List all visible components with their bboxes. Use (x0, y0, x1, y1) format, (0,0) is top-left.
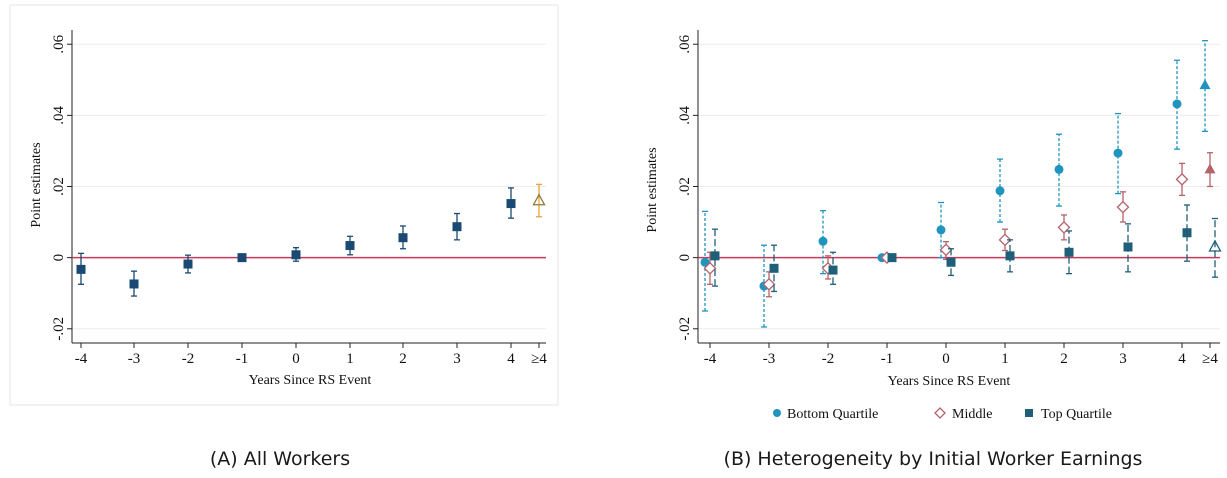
top-quartile-point (769, 263, 779, 273)
chart-a: -.02 0 .02 .04 .06 -4 -3 -2 -1 0 1 2 3 4 ≥4 Years Sinc… (9, 4, 559, 406)
bottom-quartile-point (1054, 164, 1064, 174)
all-workers-point (183, 259, 193, 269)
all-workers-point (237, 253, 247, 263)
middle-point (939, 243, 953, 257)
bottom-quartile-point (700, 257, 710, 267)
middle-point (1204, 163, 1216, 174)
chart-b-x-tick-label: -4 (704, 351, 717, 367)
top-quartile-point (828, 265, 838, 275)
top-quartile-point (1064, 247, 1074, 257)
chart-b-y-tick-label: 0 (677, 254, 693, 262)
middle-point (998, 233, 1012, 247)
chart-a-axes: -.02 0 .02 .04 .06 -4 -3 -2 -1 0 1 2 3 4 ≥4 (51, 30, 547, 367)
chart-b-x-tick-label: -2 (822, 351, 835, 367)
bottom-quartile-point (1172, 99, 1182, 109)
legend-middle-label: Middle (952, 407, 992, 422)
chart-b-y-tick-label: -.02 (677, 317, 693, 341)
middle-point (1057, 220, 1071, 234)
top-quartile-point (1208, 239, 1222, 252)
chart-a-y-tick-label: -.02 (51, 317, 67, 341)
bottom-quartile-point (818, 236, 828, 246)
bottom-quartile-point (1199, 79, 1211, 90)
chart-b-marks (698, 40, 1222, 328)
bottom-quartile-point (936, 225, 946, 235)
middle-point (1175, 172, 1189, 186)
chart-a-y-tick-label: .06 (51, 34, 67, 53)
chart-a-x-tick-label: -3 (128, 351, 141, 367)
chart-a-x-tick-label: -4 (75, 351, 88, 367)
chart-a-x-tick-label: ≥4 (531, 351, 547, 367)
bottom-quartile-point (1113, 148, 1123, 158)
chart-a-x-tick-label: -2 (182, 351, 195, 367)
all-workers-point (452, 222, 462, 232)
chart-b-axes: -.02 0 .02 .04 .06 -4 -3 -2 -1 0 1 2 3 4 ≥4 (677, 30, 1220, 367)
legend-bottom-quartile-label: Bottom Quartile (787, 407, 878, 422)
chart-a-x-tick-label: 3 (453, 351, 461, 367)
all-workers-point (506, 199, 516, 209)
chart-a-x-tick-label: 2 (399, 351, 407, 367)
caption-b: (B) Heterogeneity by Initial Worker Earn… (723, 448, 1143, 470)
bottom-quartile-point (995, 186, 1005, 196)
middle-point (1116, 200, 1130, 214)
chart-a-y-tick-label: .02 (51, 177, 67, 196)
chart-b-legend: Bottom Quartile Middle Top Quartile (773, 407, 1112, 422)
chart-b-y-tick-label: .04 (677, 105, 693, 124)
chart-b-x-tick-label: ≥4 (1202, 351, 1218, 367)
chart-a-x-tick-label: 1 (346, 351, 354, 367)
chart-b-x-tick-label: 1 (1001, 351, 1009, 367)
panel-b-heterogeneity: -.02 0 .02 .04 .06 -4 -3 -2 -1 0 1 2 3 4 ≥4 Years Sinc… (620, 0, 1227, 440)
top-quartile-point (1123, 242, 1133, 252)
top-quartile-point (710, 251, 720, 261)
all-workers-point (345, 241, 355, 251)
chart-a-marks (72, 183, 546, 297)
panel-a-all-workers: -.02 0 .02 .04 .06 -4 -3 -2 -1 0 1 2 3 4 ≥4 Years Sinc… (0, 0, 560, 410)
chart-a-x-tick-label: 0 (292, 351, 300, 367)
chart-b-y-tick-label: .06 (677, 34, 693, 53)
legend-top-quartile-marker (1025, 409, 1033, 417)
top-quartile-point (946, 257, 956, 267)
chart-a-y-tick-label: 0 (51, 254, 67, 262)
caption-a: (A) All Workers (209, 448, 351, 470)
chart-a-y-axis-label: Point estimates (29, 142, 44, 227)
chart-b-x-tick-label: -3 (763, 351, 776, 367)
chart-b-x-tick-label: 0 (942, 351, 950, 367)
chart-a-y-tick-label: .04 (51, 105, 67, 124)
chart-b-y-tick-label: .02 (677, 177, 693, 196)
middle-point (703, 261, 717, 275)
chart-a-x-axis-label: Years Since RS Event (249, 373, 372, 388)
top-quartile-point (887, 253, 897, 263)
legend-bottom-quartile-marker (773, 409, 781, 417)
chart-a-x-tick-label: 4 (507, 351, 515, 367)
legend-middle-marker (934, 407, 946, 419)
chart-a-x-tick-label: -1 (236, 351, 249, 367)
chart-b: -.02 0 .02 .04 .06 -4 -3 -2 -1 0 1 2 3 4 ≥4 Years Sinc… (645, 30, 1222, 422)
chart-b-x-axis-label: Years Since RS Event (888, 374, 1011, 389)
chart-b-gridlines (698, 43, 1220, 330)
legend-top-quartile-label: Top Quartile (1041, 407, 1112, 422)
top-quartile-point (1182, 228, 1192, 238)
all-workers-point (532, 193, 546, 206)
middle-point (762, 277, 776, 291)
chart-b-x-tick-label: 3 (1119, 351, 1127, 367)
chart-b-x-tick-label: 4 (1178, 351, 1186, 367)
top-quartile-point (1005, 251, 1015, 261)
all-workers-point (291, 250, 301, 260)
all-workers-point (129, 279, 139, 289)
chart-b-x-tick-label: -1 (881, 351, 894, 367)
all-workers-point (76, 264, 86, 274)
all-workers-point (398, 233, 408, 243)
chart-b-x-tick-label: 2 (1060, 351, 1068, 367)
chart-b-y-axis-label: Point estimates (645, 147, 660, 232)
chart-a-frame (9, 4, 559, 406)
